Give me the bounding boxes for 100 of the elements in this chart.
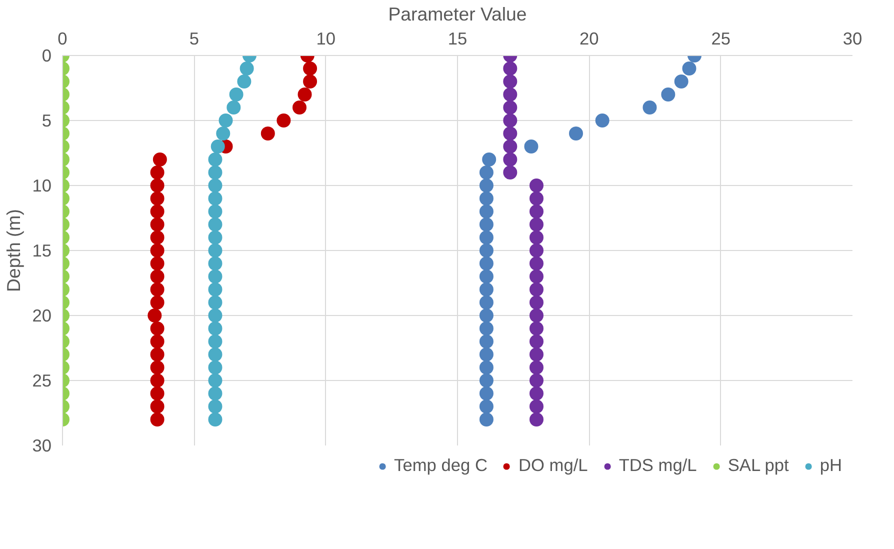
- point: [292, 100, 306, 114]
- point: [208, 152, 222, 166]
- legend-label: pH: [820, 455, 842, 476]
- point: [237, 74, 252, 88]
- point: [479, 166, 494, 180]
- x-tick-label: 20: [580, 28, 599, 48]
- point: [208, 192, 222, 206]
- point: [642, 100, 657, 114]
- x-tick-label: 10: [316, 28, 336, 48]
- point: [682, 62, 696, 76]
- point: [479, 334, 494, 348]
- point: [479, 386, 494, 400]
- point: [276, 114, 291, 128]
- legend-label: TDS mg/L: [618, 455, 697, 476]
- point: [208, 244, 222, 258]
- point: [479, 400, 494, 414]
- point: [208, 282, 222, 296]
- y-tick-label: 30: [32, 436, 52, 456]
- point: [503, 140, 518, 154]
- point: [208, 308, 222, 322]
- point: [210, 140, 225, 154]
- point: [530, 374, 544, 388]
- y-axis-title: Depth (m): [3, 209, 24, 292]
- point: [661, 88, 676, 102]
- point: [150, 178, 164, 192]
- point: [530, 178, 544, 192]
- point: [479, 348, 494, 362]
- point: [595, 114, 610, 128]
- point: [479, 218, 494, 232]
- y-tick-label: 25: [32, 370, 52, 390]
- point: [218, 114, 233, 128]
- point: [479, 192, 494, 206]
- point: [530, 360, 544, 374]
- point: [150, 400, 164, 414]
- point: [208, 178, 222, 192]
- point: [240, 62, 254, 76]
- point: [150, 296, 164, 310]
- point: [479, 296, 494, 310]
- point: [530, 308, 544, 322]
- x-axis-title: Parameter Value: [388, 4, 527, 24]
- point: [530, 296, 544, 310]
- point: [530, 192, 544, 206]
- point: [150, 166, 164, 180]
- point: [530, 256, 544, 270]
- x-tick-label: 15: [448, 28, 468, 48]
- point: [482, 152, 496, 166]
- point: [524, 140, 538, 154]
- point: [530, 270, 544, 284]
- point: [150, 412, 164, 426]
- point: [479, 374, 494, 388]
- point: [150, 334, 164, 348]
- point: [150, 386, 164, 400]
- point: [479, 282, 494, 296]
- x-tick-label: 5: [189, 28, 199, 48]
- point: [208, 166, 222, 180]
- point: [569, 126, 583, 140]
- point: [503, 88, 518, 102]
- point: [226, 100, 241, 114]
- point: [479, 412, 494, 426]
- point: [530, 282, 544, 296]
- point: [503, 114, 518, 128]
- point: [479, 256, 494, 270]
- point: [208, 412, 222, 426]
- point: [530, 412, 544, 426]
- y-tick-label: 15: [32, 240, 52, 260]
- point: [260, 126, 275, 140]
- point: [208, 204, 222, 218]
- point: [479, 308, 494, 322]
- point: [503, 126, 518, 140]
- x-tick-label: 30: [842, 28, 862, 48]
- point: [216, 126, 230, 140]
- point: [208, 322, 222, 336]
- point: [503, 62, 518, 76]
- point: [530, 218, 544, 232]
- x-tick-label: 0: [58, 28, 68, 48]
- point: [150, 282, 164, 296]
- legend-label: Temp deg C: [394, 455, 488, 476]
- point: [479, 270, 494, 284]
- point: [479, 244, 494, 258]
- y-tick-label: 10: [32, 176, 52, 196]
- point: [530, 400, 544, 414]
- point: [152, 152, 167, 166]
- point: [503, 166, 518, 180]
- point: [503, 152, 518, 166]
- point: [208, 334, 222, 348]
- point: [530, 204, 544, 218]
- point: [208, 348, 222, 362]
- point: [150, 256, 164, 270]
- point: [208, 218, 222, 232]
- point: [298, 88, 312, 102]
- point: [503, 100, 518, 114]
- point: [208, 296, 222, 310]
- point: [530, 244, 544, 258]
- point: [479, 230, 494, 244]
- point: [530, 334, 544, 348]
- point: [150, 374, 164, 388]
- point: [208, 400, 222, 414]
- point: [150, 218, 164, 232]
- point: [208, 374, 222, 388]
- point: [479, 204, 494, 218]
